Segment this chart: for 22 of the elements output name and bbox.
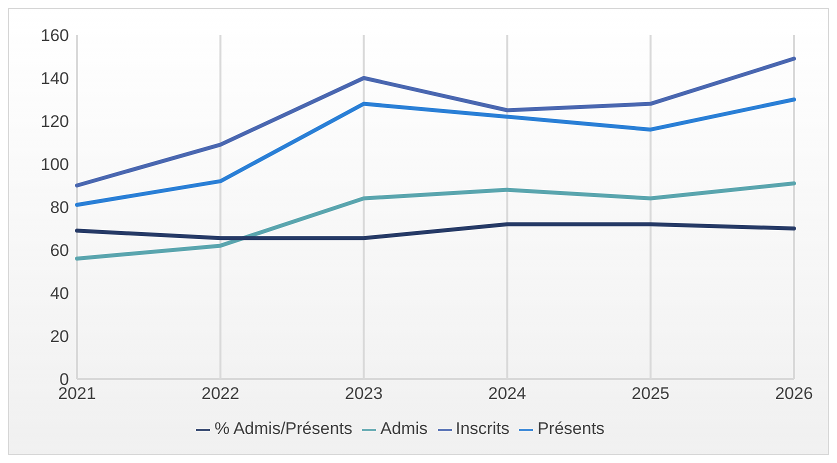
legend-label: % Admis/Présents — [214, 419, 352, 438]
y-tick-label: 80 — [50, 198, 69, 218]
y-tick-label: 100 — [40, 155, 69, 174]
y-tick-label: 140 — [40, 69, 69, 88]
x-tick-label: 2022 — [201, 384, 240, 404]
line-series — [75, 56, 796, 188]
x-tick-label: 2024 — [488, 384, 526, 404]
legend-label: Inscrits — [456, 419, 510, 438]
y-tick-label: 20 — [50, 327, 69, 346]
line-series — [75, 181, 796, 261]
x-tick-label: 2025 — [632, 384, 670, 404]
x-tick-label: 2023 — [344, 384, 383, 404]
y-tick-label: 40 — [50, 284, 69, 304]
line-series — [75, 222, 796, 240]
y-tick-label: 60 — [50, 241, 69, 260]
x-tick-label: 2021 — [58, 384, 96, 404]
y-tick-label: 160 — [40, 26, 69, 46]
y-tick-label: 120 — [40, 112, 69, 132]
legend-label: Admis — [380, 419, 428, 438]
x-tick-label: 2026 — [775, 384, 813, 404]
line-series — [75, 98, 796, 207]
legend-label: Présents — [537, 419, 605, 438]
